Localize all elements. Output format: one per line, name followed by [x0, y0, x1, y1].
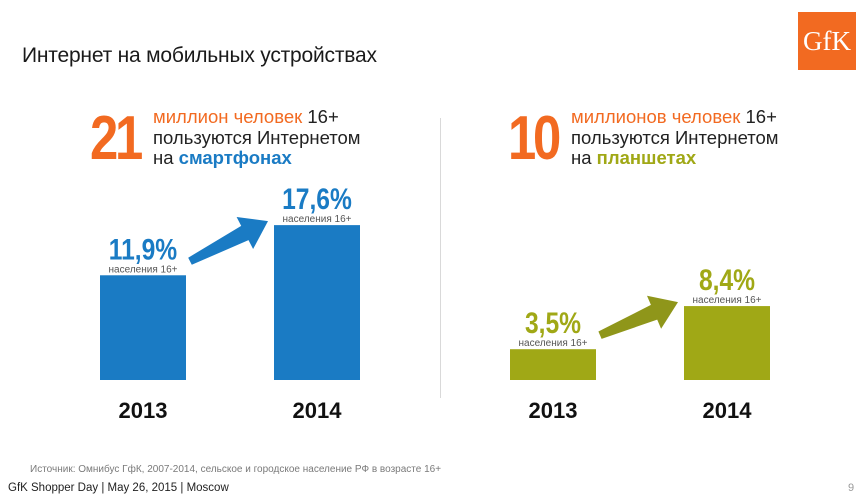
smartphones-headline-line3-prefix: на [153, 147, 179, 168]
tablets-headline-line1: миллионов человек [571, 106, 741, 127]
source-note: Источник: Омнибус ГфК, 2007-2014, сельск… [30, 464, 442, 475]
smartphones-headline: миллион человек 16+ пользуются Интернето… [153, 106, 361, 169]
smartphones-headline-line1-tail: 16+ [302, 106, 339, 127]
tablets-data-label-2013: 3,5% [525, 306, 581, 340]
tablets-big-number: 10 [508, 104, 561, 173]
smartphones-headline-line1: миллион человек [153, 106, 303, 127]
tablets-category-2013: 2013 [529, 398, 578, 423]
tablets-headline-highlight: планшетах [596, 147, 697, 168]
gfk-logo: GfK [798, 12, 856, 70]
smartphones-big-number: 21 [90, 104, 143, 173]
smartphones-growth-arrow [188, 217, 268, 265]
smartphones-category-2014: 2014 [293, 398, 343, 423]
tablets-headline: миллионов человек 16+ пользуются Интерне… [571, 106, 779, 169]
page-title: Интернет на мобильных устройствах [22, 44, 377, 67]
tablets-growth-arrow [598, 295, 678, 339]
smartphones-sub-label-2014: населения 16+ [283, 214, 352, 225]
smartphones-category-2013: 2013 [119, 398, 168, 423]
tablets-sub-label-2014: населения 16+ [693, 295, 762, 306]
tablets-headline-line1-tail: 16+ [740, 106, 777, 127]
tablets-headline-line3-prefix: на [571, 147, 597, 168]
panel-divider [440, 118, 441, 398]
smartphones-data-label-2013: 11,9% [109, 232, 177, 266]
tablets-headline-line2: пользуются Интернетом [571, 126, 779, 148]
event-footer: GfK Shopper Day | May 26, 2015 | Moscow [8, 482, 229, 494]
smartphones-bar-2014 [274, 225, 360, 380]
smartphones-headline-line2: пользуются Интернетом [153, 126, 361, 148]
smartphones-sub-label-2013: населения 16+ [109, 264, 178, 275]
tablets-category-2014: 2014 [703, 398, 753, 423]
smartphones-headline-highlight: смартфонах [178, 147, 292, 168]
tablets-bar-2013 [510, 349, 596, 380]
tablets-bar-2014 [684, 306, 770, 380]
page-number: 9 [848, 482, 855, 494]
tablets-sub-label-2013: населения 16+ [519, 338, 588, 349]
smartphones-data-label-2014: 17,6% [282, 182, 352, 216]
smartphones-bar-2013 [100, 275, 186, 380]
tablets-data-label-2014: 8,4% [699, 263, 755, 297]
